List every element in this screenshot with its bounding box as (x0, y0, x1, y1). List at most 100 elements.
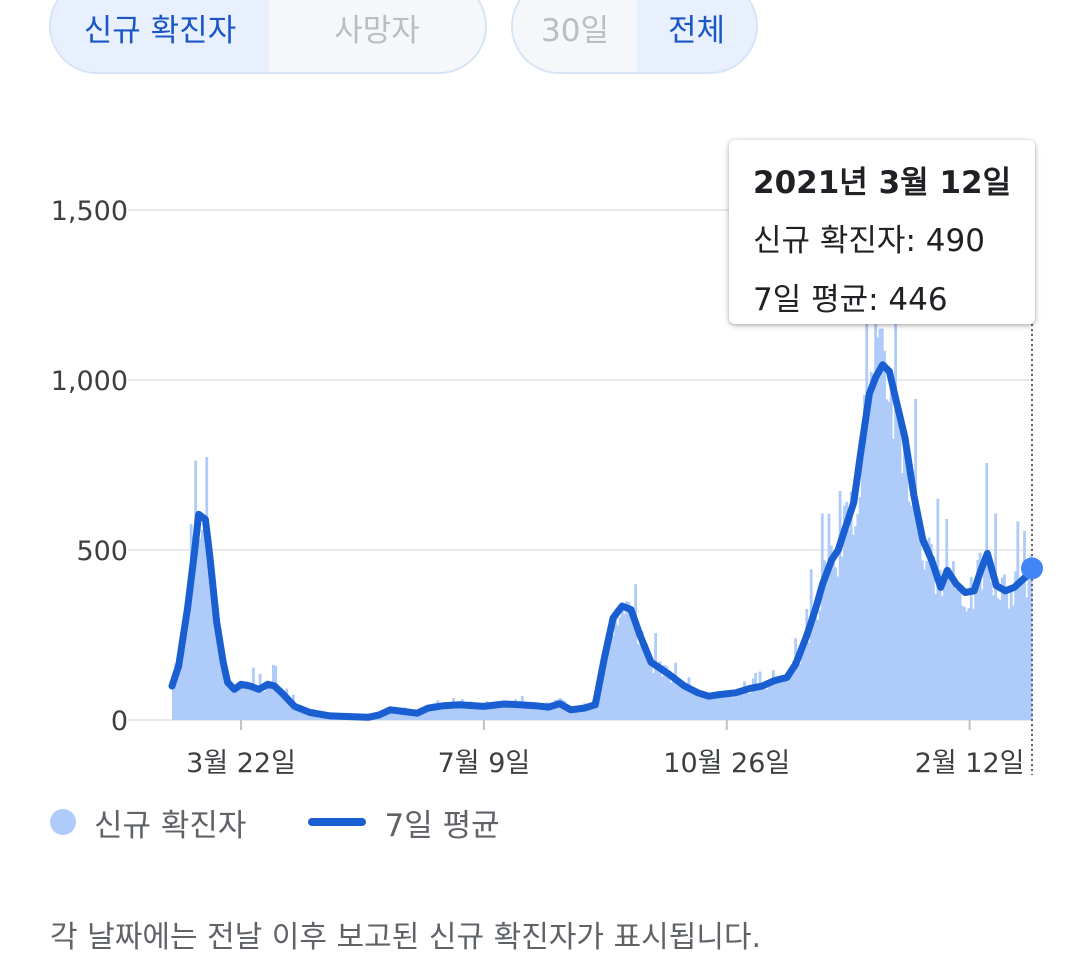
daily-cases-bar (736, 696, 740, 720)
daily-cases-bar (734, 694, 738, 720)
daily-cases-bar (552, 704, 555, 720)
daily-cases-bar (940, 595, 944, 720)
daily-cases-bar (803, 633, 806, 720)
daily-cases-bar (287, 701, 291, 720)
daily-cases-bar (600, 674, 604, 720)
daily-cases-bar (680, 687, 684, 720)
daily-cases-bar (972, 608, 975, 720)
daily-cases-bar (949, 582, 953, 720)
tab-all-time[interactable]: 전체 (637, 0, 756, 72)
daily-cases-bar (285, 688, 289, 720)
daily-cases-bar (923, 569, 926, 720)
daily-cases-bar (267, 681, 271, 720)
daily-cases-bar (247, 688, 251, 720)
daily-cases-bar (505, 706, 509, 720)
daily-cases-bar (227, 680, 231, 720)
daily-cases-bar (729, 691, 733, 720)
daily-cases-bar (954, 589, 958, 720)
chart-y-axis: 0 500 1,000 1,500 (51, 196, 128, 737)
daily-cases-bar (487, 704, 491, 720)
daily-cases-bar (523, 703, 526, 720)
daily-cases-bar (829, 545, 833, 720)
daily-cases-bar (763, 686, 766, 720)
tab-new-cases[interactable]: 신규 확진자 (51, 0, 269, 72)
daily-cases-bar (507, 704, 511, 720)
daily-cases-bar (183, 626, 186, 720)
tab-deaths[interactable]: 사망자 (269, 0, 485, 72)
daily-cases-bar (943, 569, 946, 720)
daily-cases-bar (896, 400, 900, 720)
daily-cases-bar (458, 704, 462, 720)
daily-cases-bar (400, 710, 404, 720)
daily-cases-bar (1009, 586, 1013, 720)
daily-cases-bar (205, 457, 209, 720)
chart-tooltip: 2021년 3월 12일 신규 확진자: 490 7일 평균: 446 (729, 140, 1035, 324)
daily-cases-bar (789, 669, 793, 720)
daily-cases-bar (596, 696, 600, 720)
daily-cases-bar (587, 706, 591, 720)
daily-cases-bar (407, 713, 411, 720)
daily-cases-bar (912, 501, 915, 720)
daily-cases-bar (618, 617, 622, 720)
daily-cases-bar (669, 682, 673, 720)
daily-cases-bar (525, 704, 529, 720)
daily-cases-bar (249, 687, 253, 720)
daily-cases-bar (718, 692, 722, 720)
daily-cases-bar (738, 694, 742, 720)
daily-cases-bar (676, 681, 680, 720)
daily-cases-bar (280, 697, 284, 720)
daily-cases-bar (774, 679, 778, 720)
daily-cases-bar (300, 708, 304, 720)
daily-cases-bar (623, 614, 626, 720)
daily-cases-bar (689, 687, 693, 720)
daily-cases-bar (798, 664, 802, 720)
daily-cases-bar (825, 571, 829, 720)
daily-cases-bar (978, 552, 982, 720)
range-toggle: 30일 전체 (511, 0, 758, 74)
daily-cases-bar (960, 605, 964, 720)
daily-cases-bar (918, 540, 922, 720)
daily-cases-bar (725, 692, 729, 720)
daily-cases-bar (872, 373, 875, 720)
daily-cases-bar (496, 706, 500, 720)
daily-cases-bar (674, 662, 678, 720)
daily-cases-bar (934, 594, 938, 720)
daily-cases-bar (238, 688, 242, 720)
chart-x-axis: 3월 22일 7월 9일 10월 26일 2월 12일 (186, 720, 1025, 779)
daily-cases-bar (714, 698, 718, 720)
daily-cases-bar (756, 687, 760, 720)
daily-cases-bar (627, 602, 631, 720)
daily-cases-bar (778, 675, 782, 720)
daily-cases-bar (869, 371, 873, 720)
daily-cases-bar (727, 693, 731, 720)
daily-cases-bar (420, 712, 424, 720)
daily-cases-bar (898, 407, 902, 720)
daily-cases-bar (545, 702, 549, 720)
daily-cases-bar (529, 706, 533, 720)
daily-cases-bar (743, 681, 746, 720)
daily-cases-bar (863, 395, 866, 720)
daily-cases-bar (1018, 581, 1022, 720)
daily-cases-bar (678, 681, 682, 720)
daily-cases-bar (429, 706, 433, 720)
chart-footnote: 각 날짜에는 전날 이후 보고된 신규 확진자가 표시됩니다. (50, 920, 762, 955)
daily-cases-bar (240, 686, 244, 720)
daily-cases-bar (785, 676, 789, 720)
metric-toggle: 신규 확진자 사망자 (49, 0, 487, 74)
daily-cases-bar (580, 707, 584, 720)
daily-cases-bar (860, 436, 864, 720)
daily-cases-bar (216, 625, 220, 720)
daily-cases-bar (909, 505, 913, 720)
cases-chart[interactable]: 3월 22일 7월 9일 10월 26일 2월 12일 0 500 1,000 1,500 (0, 0, 1080, 790)
daily-cases-bar (1027, 577, 1031, 720)
daily-cases-bar (772, 670, 775, 720)
daily-cases-bar (849, 491, 853, 720)
daily-cases-bar (974, 579, 978, 720)
daily-cases-bar (687, 677, 691, 720)
daily-cases-bar (498, 704, 502, 720)
daily-cases-bar (585, 708, 589, 720)
x-tick-label: 3월 22일 (186, 748, 296, 779)
daily-cases-bar (776, 677, 780, 720)
tab-30-days[interactable]: 30일 (513, 0, 637, 72)
daily-cases-bar (269, 682, 273, 720)
